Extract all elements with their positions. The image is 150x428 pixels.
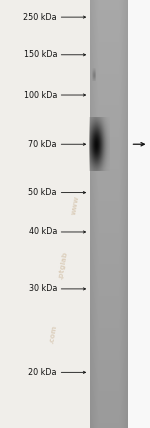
Text: 50 kDa: 50 kDa xyxy=(28,188,57,197)
Text: 70 kDa: 70 kDa xyxy=(28,140,57,149)
Text: 250 kDa: 250 kDa xyxy=(23,12,57,22)
Bar xyxy=(128,0,150,428)
Text: .com: .com xyxy=(48,324,57,344)
Text: www: www xyxy=(70,195,80,216)
Text: .ptglab: .ptglab xyxy=(58,251,68,280)
Text: 150 kDa: 150 kDa xyxy=(24,50,57,59)
Text: 20 kDa: 20 kDa xyxy=(28,368,57,377)
Text: 40 kDa: 40 kDa xyxy=(29,227,57,237)
Text: 100 kDa: 100 kDa xyxy=(24,90,57,100)
Text: 30 kDa: 30 kDa xyxy=(29,284,57,294)
